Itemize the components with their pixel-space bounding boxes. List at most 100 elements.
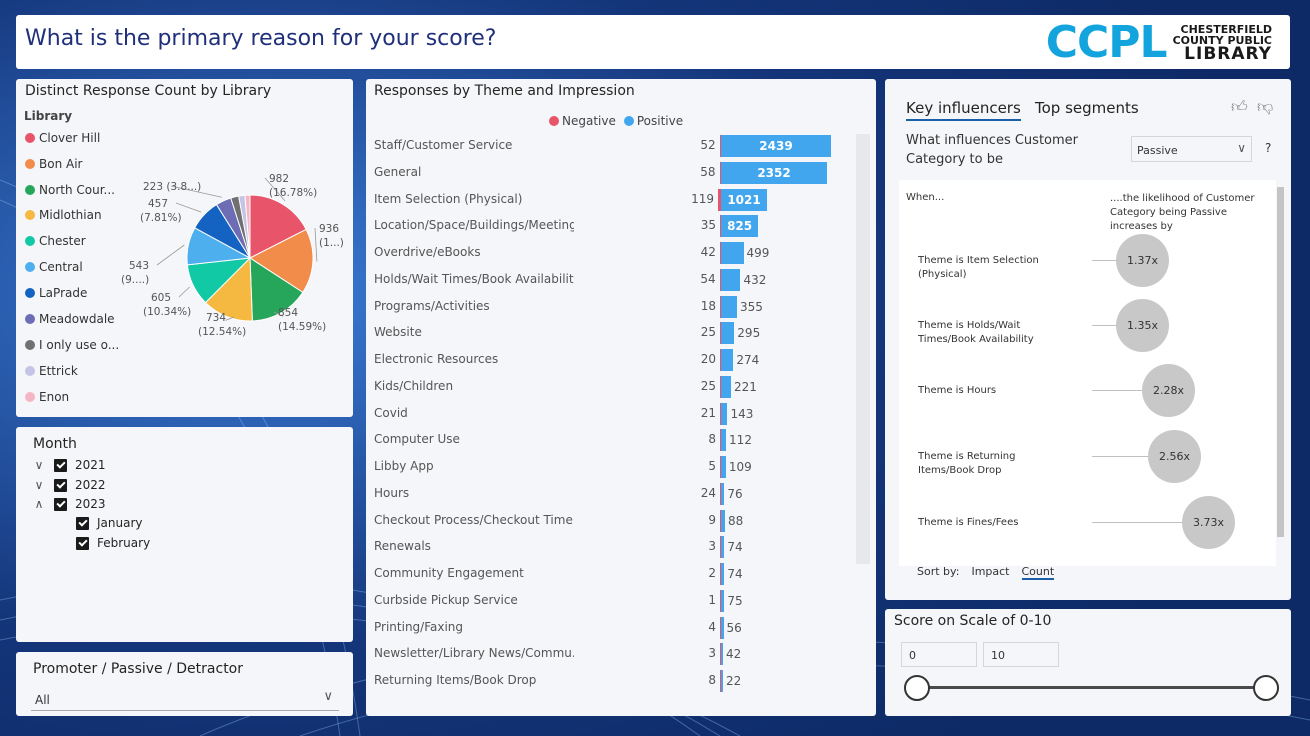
positive-bar[interactable] [721, 456, 726, 478]
positive-bar[interactable] [721, 375, 731, 398]
pie-slice[interactable] [249, 194, 307, 259]
checkbox-checked[interactable] [54, 497, 67, 511]
bar-row[interactable]: Community Engagement 2 74 [374, 563, 844, 585]
vertical-scrollbar[interactable] [856, 134, 870, 564]
positive-bar[interactable] [721, 536, 725, 559]
positive-bar[interactable] [721, 349, 734, 371]
bar-row[interactable]: Newsletter/Library News/Commu... 3 42 [374, 643, 844, 666]
legend-item[interactable]: Midlothian [25, 208, 102, 222]
bar-row[interactable]: Computer Use 8 112 [374, 429, 844, 452]
bar-row[interactable]: Covid 21 143 [374, 402, 844, 425]
positive-bar[interactable] [721, 295, 737, 318]
slider-max-handle[interactable] [1253, 675, 1279, 701]
thumbs-down-icon[interactable]: 👎︎ [1257, 97, 1274, 116]
checkbox-checked[interactable] [54, 478, 67, 492]
legend-item[interactable]: Central [25, 260, 83, 274]
legend-item[interactable]: Meadowdale [25, 312, 115, 326]
legend-item[interactable]: Clover Hill [25, 131, 100, 145]
negative-bar[interactable] [718, 188, 721, 211]
chevron-up-icon[interactable]: ∧ [34, 497, 44, 511]
sort-impact-button[interactable]: Impact [971, 565, 1010, 578]
score-max-input[interactable]: 10 [983, 642, 1059, 667]
slider-min-handle[interactable] [904, 675, 930, 701]
bar-row[interactable]: Programs/Activities 18 355 [374, 295, 844, 318]
chevron-down-icon[interactable]: ∨ [1237, 141, 1246, 155]
negative-bar[interactable] [720, 322, 721, 345]
ki-category-dropdown[interactable]: Passive ∨ [1131, 136, 1252, 162]
chevron-down-icon[interactable]: ∨ [34, 458, 44, 472]
positive-bar[interactable] [721, 135, 831, 157]
chevron-down-icon[interactable]: ∨ [323, 689, 333, 704]
positive-bar[interactable] [721, 242, 744, 264]
positive-bar[interactable] [721, 188, 768, 211]
positive-bar[interactable] [721, 215, 759, 238]
bar-row[interactable]: Libby App 5 109 [374, 456, 844, 478]
negative-bar[interactable] [720, 215, 721, 238]
legend-item[interactable]: Ettrick [25, 364, 78, 378]
negative-bar[interactable] [720, 429, 721, 452]
legend-item[interactable]: Enon [25, 390, 69, 404]
influencer-factor-bubble[interactable]: 1.37x [1116, 234, 1169, 287]
positive-bar[interactable] [721, 429, 727, 452]
influencer-factor-bubble[interactable]: 1.35x [1116, 299, 1169, 352]
influencer-label[interactable]: Theme is Item Selection (Physical) [918, 255, 1039, 280]
month-february[interactable]: February [76, 536, 150, 550]
positive-bar[interactable] [721, 670, 723, 692]
bar-row[interactable]: Kids/Children 25 221 [374, 375, 844, 398]
influencer-label[interactable]: Theme is Fines/Fees [918, 517, 1019, 528]
positive-bar[interactable] [721, 643, 723, 666]
year-2023[interactable]: ∧ 2023 [32, 497, 106, 511]
tab-key-influencers[interactable]: Key influencers [906, 99, 1021, 121]
pie-slice[interactable] [249, 228, 314, 294]
positive-bar[interactable] [721, 161, 828, 184]
thumbs-up-icon[interactable]: 👍︎ [1231, 97, 1248, 116]
influencer-factor-bubble[interactable]: 2.28x [1142, 364, 1195, 417]
negative-bar[interactable] [720, 456, 721, 478]
negative-bar[interactable] [720, 536, 721, 559]
negative-bar[interactable] [720, 349, 721, 371]
negative-bar[interactable] [719, 161, 721, 184]
bar-row[interactable]: Holds/Wait Times/Book Availability 54 432 [374, 268, 844, 291]
pie-chart[interactable]: 982 (16.78%)936 (1...) 854 (14.59%) 734 (12.54… [16, 79, 353, 417]
bar-row[interactable]: Electronic Resources 20 274 [374, 349, 844, 371]
negative-bar[interactable] [720, 670, 721, 692]
bar-row[interactable]: Checkout Process/Checkout Time 9 88 [374, 509, 844, 532]
bar-row[interactable]: Item Selection (Physical) 119 1021 [374, 188, 844, 211]
score-min-input[interactable]: 0 [901, 642, 977, 667]
negative-bar[interactable] [720, 616, 721, 639]
positive-bar[interactable] [721, 509, 725, 532]
influencer-factor-bubble[interactable]: 3.73x [1182, 496, 1235, 549]
legend-item[interactable]: I only use o... [25, 338, 119, 352]
checkbox-checked[interactable] [54, 458, 67, 472]
legend-item[interactable]: Chester [25, 234, 86, 248]
negative-bar[interactable] [720, 402, 721, 425]
negative-bar[interactable] [720, 563, 721, 585]
bar-row[interactable]: Staff/Customer Service 52 2439 [374, 135, 844, 157]
negative-bar[interactable] [720, 482, 721, 505]
positive-bar[interactable] [721, 563, 725, 585]
influencer-label[interactable]: Theme is Hours [918, 385, 997, 396]
pie-slice[interactable] [244, 194, 251, 259]
influencer-label[interactable]: Theme is Holds/Wait Times/Book Availabil… [918, 320, 1034, 345]
year-2021[interactable]: ∨ 2021 [32, 458, 106, 472]
chevron-down-icon[interactable]: ∨ [34, 478, 44, 492]
bar-row[interactable]: Curbside Pickup Service 1 75 [374, 589, 844, 612]
month-january[interactable]: January [76, 516, 143, 530]
negative-bar[interactable] [719, 268, 721, 291]
bar-row[interactable]: Overdrive/eBooks 42 499 [374, 242, 844, 264]
bar-row[interactable]: Returning Items/Book Drop 8 22 [374, 670, 844, 692]
influencer-factor-bubble[interactable]: 2.56x [1148, 430, 1201, 483]
positive-bar[interactable] [721, 268, 741, 291]
bar-row[interactable]: General 58 2352 [374, 161, 844, 184]
promoter-dropdown[interactable]: All ∨ [31, 685, 339, 711]
negative-bar[interactable] [720, 375, 721, 398]
slider-track[interactable] [916, 686, 1266, 689]
bar-row[interactable]: Website 25 295 [374, 322, 844, 345]
tab-top-segments[interactable]: Top segments [1035, 99, 1139, 117]
negative-bar[interactable] [720, 295, 721, 318]
negative-bar[interactable] [719, 242, 721, 264]
checkbox-checked[interactable] [76, 536, 89, 550]
bar-row[interactable]: Hours 24 76 [374, 482, 844, 505]
sort-count-button[interactable]: Count [1021, 565, 1055, 580]
negative-bar[interactable] [720, 509, 721, 532]
